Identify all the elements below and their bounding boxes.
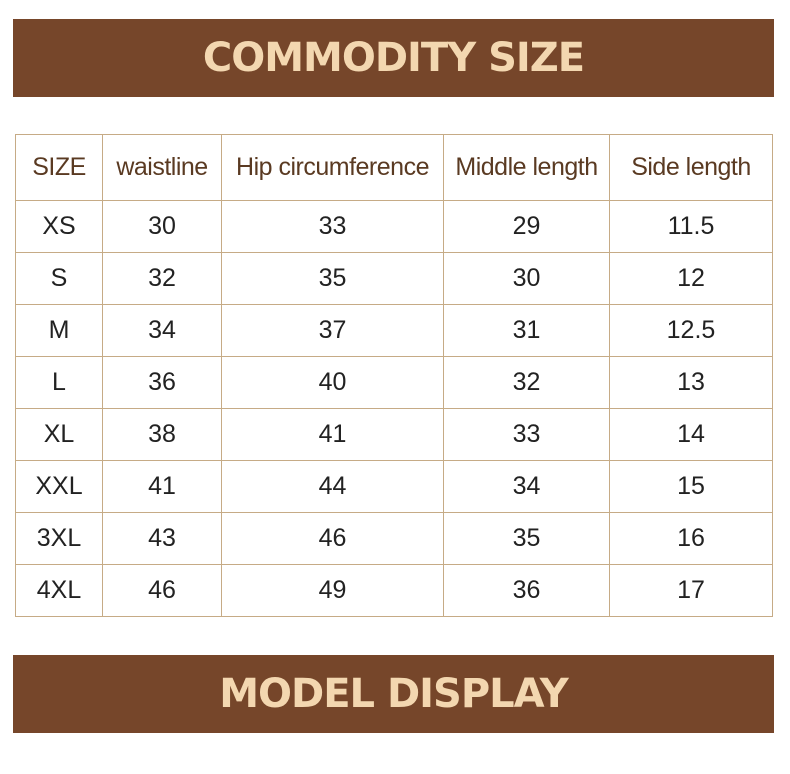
table-row: 3XL 43 46 35 16 [15,512,773,565]
table-row: S 32 35 30 12 [15,252,773,305]
cell-side-length: 12 [609,252,773,305]
cell-middle-length: 31 [443,304,610,357]
cell-side-length: 14 [609,408,773,461]
table-row: M 34 37 31 12.5 [15,304,773,357]
cell-size: 3XL [15,512,103,565]
cell-size: XS [15,200,103,253]
cell-size: XL [15,408,103,461]
cell-side-length: 13 [609,356,773,409]
size-table-body: XS 30 33 29 11.5 S 32 35 30 12 M 34 37 31 12.5 L 36 40 32 1… [15,200,773,617]
cell-middle-length: 30 [443,252,610,305]
cell-hip-circumference: 40 [221,356,444,409]
cell-size: S [15,252,103,305]
cell-side-length: 11.5 [609,200,773,253]
cell-waistline: 41 [102,460,222,513]
header-middle-length: Middle length [443,134,610,201]
cell-size: M [15,304,103,357]
model-display-title: MODEL DISPLAY [219,671,569,717]
cell-middle-length: 36 [443,564,610,617]
table-row: L 36 40 32 13 [15,356,773,409]
header-waistline: waistline [102,134,222,201]
cell-middle-length: 29 [443,200,610,253]
cell-middle-length: 34 [443,460,610,513]
header-size: SIZE [15,134,103,201]
cell-hip-circumference: 44 [221,460,444,513]
cell-waistline: 46 [102,564,222,617]
cell-waistline: 34 [102,304,222,357]
cell-side-length: 17 [609,564,773,617]
cell-waistline: 43 [102,512,222,565]
cell-side-length: 15 [609,460,773,513]
table-row: 4XL 46 49 36 17 [15,564,773,617]
commodity-size-title: COMMODITY SIZE [202,35,585,81]
cell-waistline: 36 [102,356,222,409]
cell-waistline: 32 [102,252,222,305]
cell-middle-length: 32 [443,356,610,409]
table-row: XXL 41 44 34 15 [15,460,773,513]
cell-waistline: 30 [102,200,222,253]
cell-hip-circumference: 35 [221,252,444,305]
cell-size: XXL [15,460,103,513]
table-row: XS 30 33 29 11.5 [15,200,773,253]
cell-side-length: 16 [609,512,773,565]
cell-middle-length: 33 [443,408,610,461]
model-display-banner: MODEL DISPLAY [13,655,774,733]
cell-size: 4XL [15,564,103,617]
header-hip-circumference: Hip circumference [221,134,444,201]
cell-size: L [15,356,103,409]
cell-hip-circumference: 46 [221,512,444,565]
cell-hip-circumference: 49 [221,564,444,617]
cell-hip-circumference: 41 [221,408,444,461]
cell-middle-length: 35 [443,512,610,565]
table-header-row: SIZE waistline Hip circumference Middle … [15,134,773,201]
cell-side-length: 12.5 [609,304,773,357]
cell-hip-circumference: 33 [221,200,444,253]
commodity-size-banner: COMMODITY SIZE [13,19,774,97]
table-row: XL 38 41 33 14 [15,408,773,461]
cell-hip-circumference: 37 [221,304,444,357]
size-chart-table: SIZE waistline Hip circumference Middle … [15,134,773,617]
header-side-length: Side length [609,134,773,201]
cell-waistline: 38 [102,408,222,461]
